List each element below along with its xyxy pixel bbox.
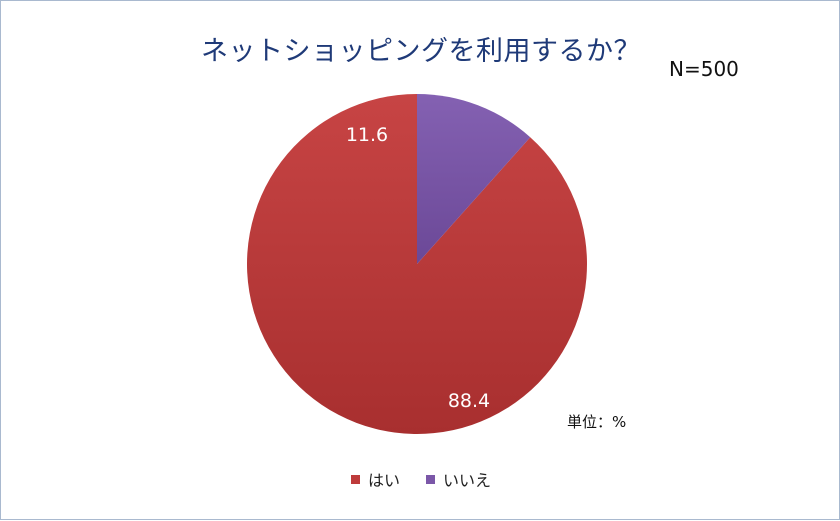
legend-label-no: いいえ <box>443 471 492 490</box>
chart-title: ネットショッピングを利用するか？ <box>201 36 641 67</box>
sample-size-label: N=500 <box>669 57 739 81</box>
slice-label-no: 11.6 <box>346 124 388 146</box>
legend-swatch-yes <box>350 474 360 484</box>
slice-no <box>417 94 531 264</box>
slice-label-yes: 88.4 <box>448 390 490 412</box>
legend-label-yes: はい <box>367 471 400 490</box>
legend-swatch-no <box>426 474 435 484</box>
legend-item-no: いいえ <box>426 467 491 491</box>
unit-label: 単位：% <box>567 413 627 431</box>
legend: はい いいえ <box>1 467 840 491</box>
legend-item-yes: はい <box>350 467 400 491</box>
